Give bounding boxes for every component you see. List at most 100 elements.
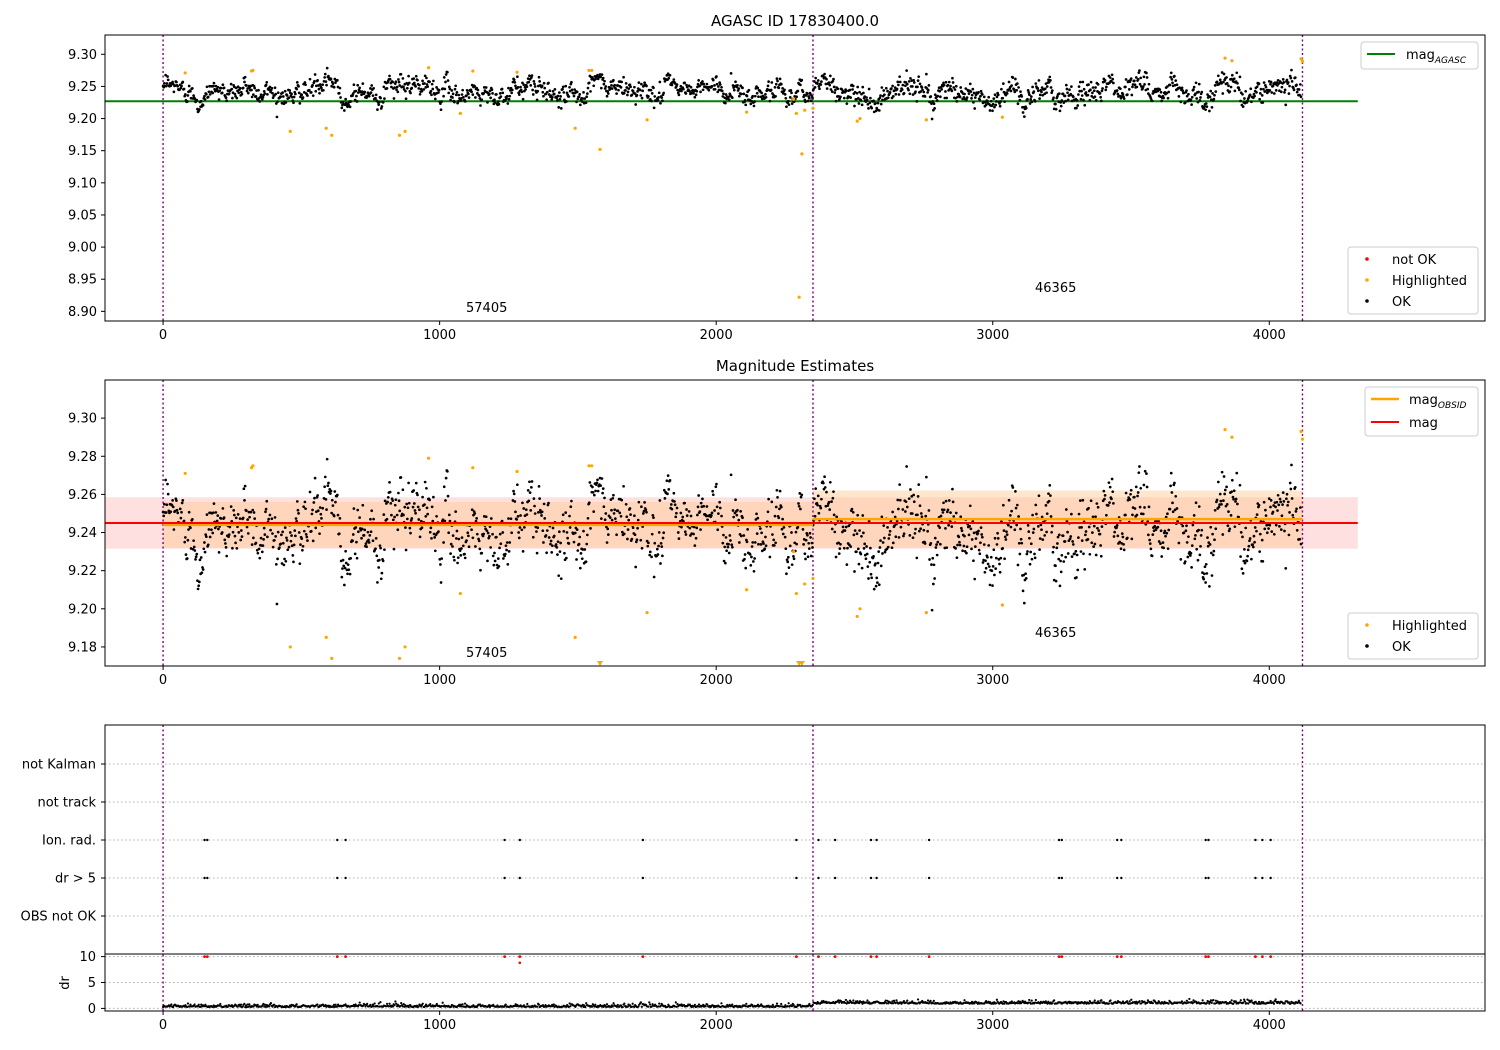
ok-point xyxy=(932,563,936,567)
dr-flagged-point xyxy=(1207,955,1210,958)
ok-point xyxy=(312,501,316,504)
ok-point xyxy=(1031,531,1035,535)
ok-point xyxy=(283,557,286,561)
ok-point xyxy=(586,516,590,520)
ok-point xyxy=(1190,95,1194,99)
ok-point xyxy=(551,95,554,99)
dr-point xyxy=(170,1003,173,1006)
ok-point xyxy=(311,83,314,87)
ok-point xyxy=(1062,560,1066,563)
ok-point xyxy=(198,558,202,562)
ok-point xyxy=(954,511,958,515)
ok-point xyxy=(281,541,285,545)
ok-point xyxy=(183,93,187,96)
ok-point xyxy=(993,573,996,577)
dr-point xyxy=(929,999,932,1002)
ok-point xyxy=(759,543,763,546)
dr-point xyxy=(811,1003,814,1007)
dr-gt-5-flag-point xyxy=(833,876,837,880)
ok-point xyxy=(323,72,327,76)
ok-point xyxy=(935,99,939,102)
ok-point xyxy=(1092,524,1096,528)
ok-point xyxy=(311,539,315,543)
ok-point xyxy=(1080,526,1083,529)
ok-point xyxy=(724,101,727,105)
ok-point xyxy=(430,537,433,540)
ok-point xyxy=(276,100,279,104)
ok-point xyxy=(237,91,241,95)
ok-point xyxy=(763,547,767,551)
ok-point xyxy=(470,528,473,532)
ok-point xyxy=(1290,497,1294,500)
ok-point xyxy=(865,552,869,556)
ok-point xyxy=(453,100,456,104)
dr-point xyxy=(262,1002,265,1005)
ok-point xyxy=(383,499,387,503)
ok-point xyxy=(920,86,924,89)
ok-point xyxy=(419,87,423,91)
ok-point xyxy=(276,91,280,95)
ok-point xyxy=(229,82,233,86)
panel1-plot-area xyxy=(105,35,1358,321)
ok-point xyxy=(1169,471,1173,475)
dr-point xyxy=(409,1003,412,1007)
ok-point xyxy=(181,80,185,84)
ok-point xyxy=(1239,99,1242,103)
ok-point xyxy=(699,528,702,531)
ok-point xyxy=(1064,99,1068,103)
ok-point xyxy=(457,537,461,541)
ok-point xyxy=(1264,85,1268,89)
ok-point xyxy=(680,89,683,93)
ok-point xyxy=(1014,490,1017,493)
ok-point xyxy=(1091,531,1094,534)
dr-gt-5-flag-point xyxy=(869,876,873,880)
ok-point xyxy=(264,507,268,511)
dr-gt-5-flag-point xyxy=(518,876,522,880)
dr-point xyxy=(478,1003,482,1006)
ok-point xyxy=(467,545,471,549)
ok-point xyxy=(1138,69,1141,72)
ok-point xyxy=(1106,504,1110,507)
ok-point xyxy=(1142,483,1146,487)
ok-point xyxy=(493,101,497,104)
ok-point xyxy=(766,510,770,514)
ok-point xyxy=(1140,85,1143,88)
ok-point xyxy=(425,506,429,510)
ok-point xyxy=(1246,99,1249,103)
ok-point xyxy=(257,547,261,551)
dr-point xyxy=(926,1001,929,1005)
ok-point xyxy=(1234,500,1237,503)
ok-point xyxy=(369,530,373,534)
ok-point xyxy=(642,509,646,513)
ok-point xyxy=(986,99,989,103)
ok-point xyxy=(565,531,569,534)
ok-point xyxy=(214,511,218,514)
ok-point xyxy=(171,505,175,509)
ok-point xyxy=(493,551,496,555)
dr-point xyxy=(1100,999,1103,1002)
ok-point xyxy=(750,99,753,103)
ok-point xyxy=(1258,97,1262,101)
ok-point xyxy=(845,563,849,567)
ok-point xyxy=(842,96,846,100)
ok-point xyxy=(498,532,502,536)
ok-point xyxy=(720,514,723,518)
ok-point xyxy=(495,563,499,567)
ok-point xyxy=(797,502,800,505)
ok-point xyxy=(905,505,909,509)
ok-point xyxy=(489,546,493,549)
ok-point xyxy=(1077,512,1081,516)
dr-gt-5-flag-point xyxy=(1254,876,1257,880)
ok-point xyxy=(263,533,267,536)
ok-point xyxy=(425,76,428,80)
ok-point xyxy=(587,501,591,505)
ok-point xyxy=(893,86,897,89)
ok-point xyxy=(530,74,534,77)
dr-flagged-point xyxy=(344,955,348,958)
ok-point xyxy=(1057,533,1061,537)
ok-point xyxy=(1066,530,1069,534)
ok-point xyxy=(379,96,382,100)
ok-point xyxy=(716,90,720,94)
ok-point xyxy=(1022,601,1026,605)
ok-point xyxy=(203,98,207,101)
